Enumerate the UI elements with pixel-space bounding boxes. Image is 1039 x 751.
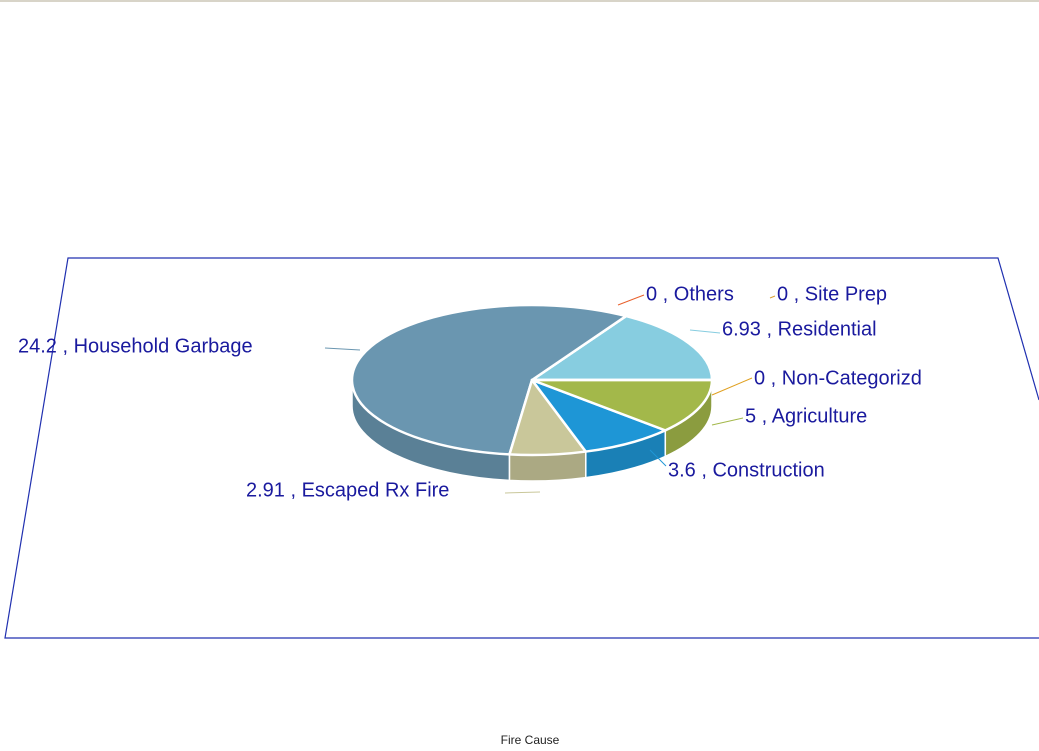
data-label: 0 , Non-Categorizd	[754, 367, 922, 389]
data-label: 5 , Agriculture	[745, 405, 867, 427]
leader-line	[324, 347, 361, 351]
slice	[350, 303, 628, 456]
slice	[530, 314, 714, 382]
leader-line	[649, 449, 667, 467]
data-label: 3.6 , Construction	[668, 459, 825, 481]
leader-line	[711, 417, 744, 426]
leader-line	[617, 294, 645, 306]
leader-line	[769, 295, 776, 299]
data-label: 0 , Others	[646, 283, 734, 305]
data-label: 0 , Site Prep	[777, 283, 887, 305]
pie-labels: 6.93 , Residential 0 , Others 0 , Site Pre…	[18, 283, 922, 501]
data-label: 2.91 , Escaped Rx Fire	[246, 479, 449, 501]
pie-tops	[350, 303, 714, 457]
data-label: 24.2 , Household Garbage	[18, 335, 253, 357]
leader-line	[689, 329, 721, 334]
pie-plane	[4, 257, 1039, 639]
chart-title: Fire Cause	[501, 733, 560, 747]
leader-line	[711, 377, 753, 396]
slice	[530, 378, 714, 432]
data-label: 6.93 , Residential	[722, 318, 877, 340]
leader-line	[504, 491, 541, 494]
